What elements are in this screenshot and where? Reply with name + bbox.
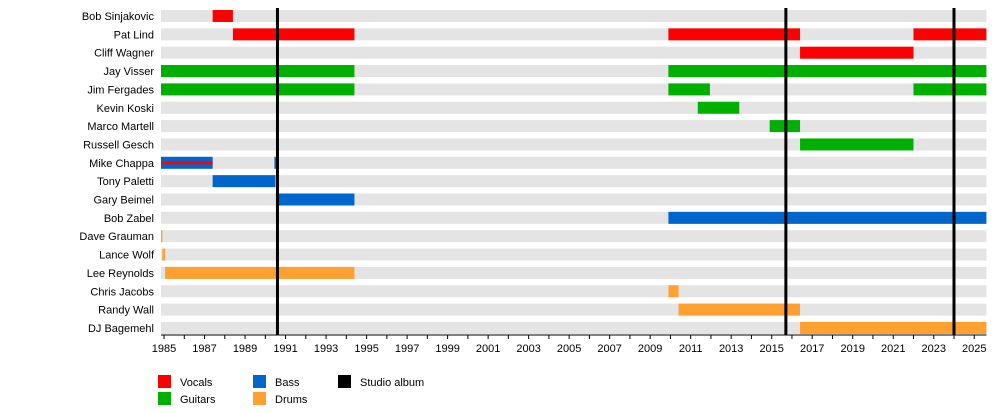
- member-name: Cliff Wagner: [94, 48, 154, 60]
- span-stripe-vocals: [161, 161, 213, 165]
- span-guitars: [800, 138, 914, 151]
- row-background: [161, 10, 987, 22]
- row-background: [161, 193, 987, 206]
- legend-label-bass: Bass: [275, 377, 300, 389]
- member-name: DJ Bagemehl: [88, 323, 154, 335]
- span-vocals: [212, 10, 233, 22]
- span-guitars: [161, 83, 355, 96]
- x-tick-label: 1985: [152, 343, 176, 355]
- legend-swatch-guitars: [158, 392, 171, 405]
- span-drums: [668, 285, 679, 298]
- span-guitars: [668, 83, 710, 96]
- legend-swatch-album: [338, 375, 351, 388]
- x-tick-label: 1997: [395, 343, 419, 355]
- studio-album-line: [275, 8, 279, 335]
- x-tick-label: 2009: [638, 343, 662, 355]
- member-name: Dave Grauman: [79, 231, 154, 243]
- span-vocals: [232, 28, 355, 41]
- row-background: [161, 321, 987, 334]
- x-tick-label: 1999: [435, 343, 459, 355]
- row-background: [161, 28, 987, 41]
- row-background: [161, 266, 987, 279]
- x-tick-label: 1991: [273, 343, 297, 355]
- studio-album-line: [952, 8, 956, 335]
- legend-swatch-vocals: [158, 375, 171, 388]
- span-bass: [668, 211, 987, 224]
- span-drums: [161, 230, 163, 243]
- x-tick-label: 2023: [921, 343, 945, 355]
- member-name: Bob Zabel: [104, 213, 154, 225]
- row-background: [161, 83, 987, 96]
- x-tick-label: 1995: [354, 343, 378, 355]
- member-name: Lance Wolf: [99, 250, 155, 262]
- span-vocals: [800, 46, 914, 59]
- member-name: Kevin Koski: [97, 103, 154, 115]
- member-name: Bob Sinjakovic: [82, 11, 155, 23]
- span-drums: [678, 303, 801, 316]
- x-tick-label: 2021: [881, 343, 905, 355]
- member-name: Jay Visser: [103, 66, 154, 78]
- x-tick-label: 2017: [800, 343, 824, 355]
- x-tick-label: 2013: [719, 343, 743, 355]
- span-guitars: [668, 65, 987, 78]
- row-background: [161, 175, 987, 188]
- legend-label-album: Studio album: [360, 377, 424, 389]
- row-background: [161, 120, 987, 133]
- row-background: [161, 303, 987, 316]
- row-background: [161, 230, 987, 243]
- x-tick-label: 2025: [962, 343, 986, 355]
- member-name: Pat Lind: [114, 29, 154, 41]
- row-background: [161, 138, 987, 151]
- x-tick-label: 2007: [597, 343, 621, 355]
- span-vocals: [668, 28, 801, 41]
- span-guitars: [697, 101, 740, 114]
- member-name: Russell Gesch: [83, 139, 154, 151]
- member-name: Randy Wall: [98, 305, 154, 317]
- member-name: Jim Fergades: [87, 84, 154, 96]
- span-guitars: [913, 83, 987, 96]
- x-tick-label: 1993: [314, 343, 338, 355]
- row-background: [161, 101, 987, 114]
- span-bass: [277, 193, 355, 206]
- x-tick-label: 2005: [557, 343, 581, 355]
- legend-label-guitars: Guitars: [180, 394, 216, 406]
- legend-label-drums: Drums: [275, 394, 308, 406]
- member-name: Chris Jacobs: [90, 286, 154, 298]
- x-tick-label: 2001: [476, 343, 500, 355]
- x-tick-label: 1989: [233, 343, 257, 355]
- member-name: Tony Paletti: [97, 176, 154, 188]
- x-tick-label: 2003: [516, 343, 540, 355]
- member-name: Lee Reynolds: [87, 268, 155, 280]
- studio-album-line: [784, 8, 788, 335]
- legend-label-vocals: Vocals: [180, 377, 213, 389]
- row-background: [161, 156, 987, 169]
- row-background: [161, 248, 987, 261]
- x-tick-label: 2011: [679, 343, 703, 355]
- x-tick-label: 2019: [840, 343, 864, 355]
- x-tick-label: 2015: [759, 343, 783, 355]
- row-background: [161, 285, 987, 298]
- span-bass: [212, 175, 276, 188]
- x-tick-label: 1987: [192, 343, 216, 355]
- span-vocals: [913, 28, 987, 41]
- span-bass: [274, 156, 278, 169]
- span-drums: [165, 266, 355, 279]
- member-name: Marco Martell: [87, 121, 154, 133]
- member-name: Mike Chappa: [89, 158, 155, 170]
- member-name: Gary Beimel: [93, 195, 154, 207]
- span-drums: [800, 321, 987, 334]
- legend-swatch-bass: [253, 375, 266, 388]
- row-background: [161, 46, 987, 59]
- legend-swatch-drums: [253, 392, 266, 405]
- span-drums: [162, 248, 166, 261]
- span-guitars: [161, 65, 355, 78]
